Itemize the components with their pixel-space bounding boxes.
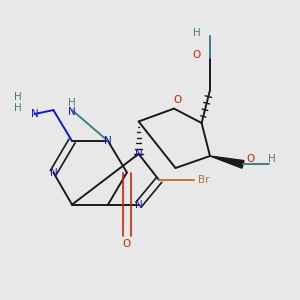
Text: N: N xyxy=(31,109,38,119)
Text: Br: Br xyxy=(198,175,209,185)
Text: N: N xyxy=(135,200,142,210)
Polygon shape xyxy=(210,156,244,168)
Text: O: O xyxy=(246,154,255,164)
Text: H: H xyxy=(14,92,21,103)
Text: H: H xyxy=(14,103,21,113)
Text: N: N xyxy=(135,149,142,159)
Text: H: H xyxy=(268,154,275,164)
Text: O: O xyxy=(173,95,181,105)
Text: O: O xyxy=(123,239,131,249)
Text: N: N xyxy=(50,167,57,178)
Text: N: N xyxy=(104,136,112,146)
Text: N: N xyxy=(68,106,76,117)
Text: H: H xyxy=(68,98,76,108)
Text: H: H xyxy=(193,28,200,38)
Text: O: O xyxy=(192,50,201,60)
